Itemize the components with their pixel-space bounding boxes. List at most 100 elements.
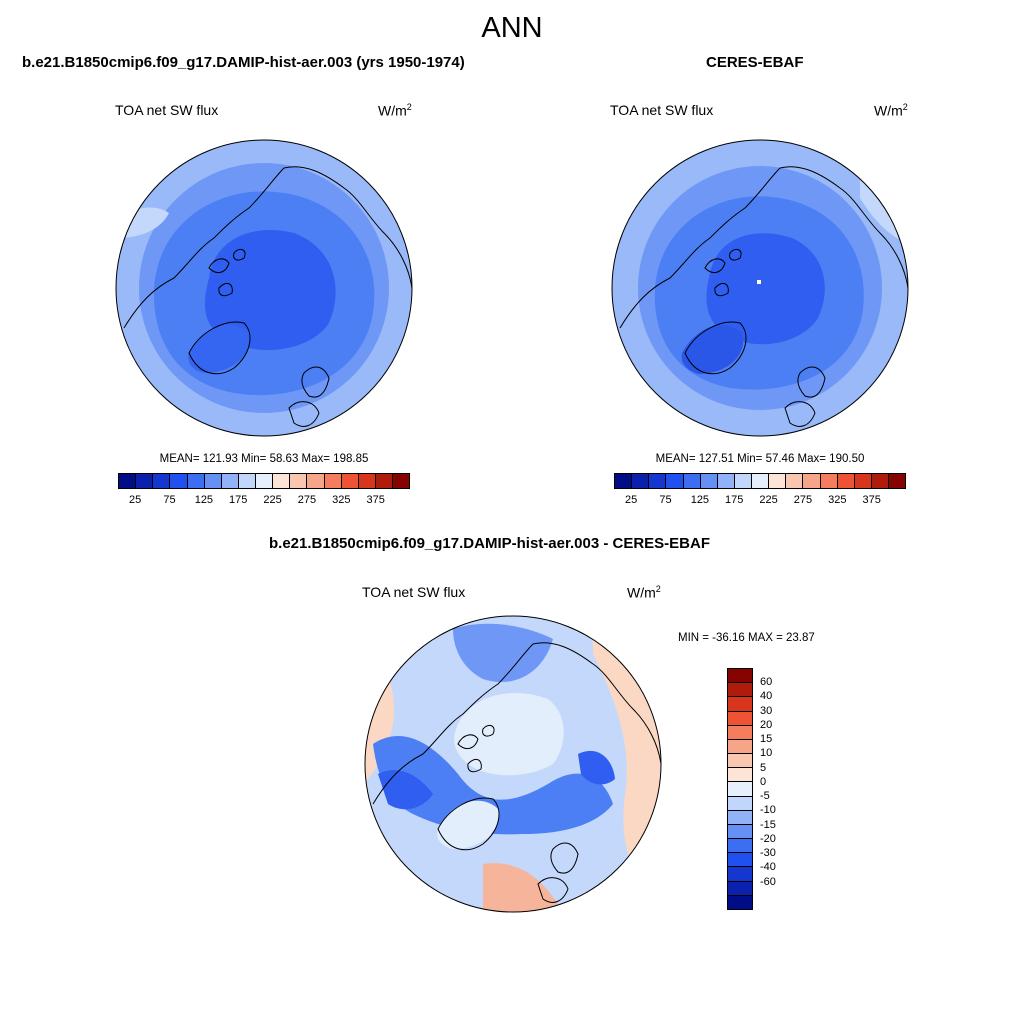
panel-1-colorbar-swatch [238,474,256,488]
panel-3-colorbar-tick-label: 5 [760,761,767,774]
panel-3-colorbar-tick-label: -40 [760,861,776,874]
panel-3-colorbar-swatch [728,881,752,896]
panel-3-colorbar-swatch [728,711,752,726]
panel-3-field-neg-core [378,770,433,810]
panel-3-unit-label: W/m2 [627,584,661,601]
panel-3-polar-map [364,615,662,913]
panel-3-colorbar-tick-label: 40 [760,690,773,703]
panel-3-unit-sup: 2 [655,584,661,594]
panel-3-variable-label: TOA net SW flux [362,584,466,600]
panel-1-colorbar-swatch [307,474,325,488]
panel-1-coast-scandinavia [301,366,330,398]
panel-1-colorbar-swatch [136,474,154,488]
panel-1-coast-greenland [188,321,251,375]
panel-2-colorbar-swatch [871,474,889,488]
panel-1-variable-label: TOA net SW flux [115,102,219,118]
panel-3-colorbar-swatch [728,867,752,882]
panel-1-colorbar-tick-label: 25 [129,494,142,506]
panel-3-colorbar-swatch [728,810,752,825]
panel-1-stats: MEAN= 121.93 Min= 58.63 Max= 198.85 [159,453,369,465]
panel-3-colorbar-swatch [728,697,752,712]
panel-3-colorbar-swatch [728,895,752,909]
panel-2-colorbar-swatch [786,474,804,488]
panel-3-unit-base: W/m [627,584,656,601]
panel-2-colorbar-swatch [854,474,872,488]
panel-2-colorbar-swatch [632,474,650,488]
panel-2-colorbar-swatch [889,474,906,488]
panel-2-stats: MEAN= 127.51 Min= 57.46 Max= 190.50 [655,453,865,465]
panel-3-colorbar-swatch [728,754,752,769]
panel-2-colorbar-tick-label: 125 [690,494,710,506]
panel-1-colorbar [118,473,410,489]
panel-2-colorbar-swatch [837,474,855,488]
panel-2-colorbar-tick-label: 25 [625,494,638,506]
panel-3-colorbar-swatch [728,739,752,755]
panel-2-coast-north-america [619,167,781,329]
panel-2-coast-europe [784,401,816,427]
panel-3-colorbar [727,668,753,910]
panel-3-colorbar-swatch [728,725,752,740]
panel-1-title: b.e21.B1850cmip6.f09_g17.DAMIP-hist-aer.… [22,54,465,71]
panel-2-colorbar-swatch [734,474,752,488]
panel-3-field-neg-band [373,735,613,835]
panel-3-coast-eurasia [532,642,661,765]
panel-2-coast-eurasia [779,166,908,289]
panel-2-colorbar [614,473,906,489]
panel-1-colorbar-tick-label: 125 [194,494,214,506]
panel-3-colorbar-tick-label: -60 [760,875,776,888]
panel-3-coast-north-america [372,643,534,805]
panel-3-colorbar-swatch [728,669,752,684]
panel-2-colorbar-tick-label: 275 [793,494,813,506]
panel-3-colorbar-tick-label: -20 [760,832,776,845]
panel-2-colorbar-tick-label: 325 [828,494,847,506]
panel-1-colorbar-swatch [221,474,239,488]
panel-1-field-greenland [188,324,250,373]
panel-3-map-border [364,615,662,913]
panel-1-coast-north-america [123,167,285,329]
panel-1-colorbar-tick-label: 275 [297,494,317,506]
panel-3-colorbar-swatch [728,683,752,698]
panel-2-coast-archipelago [704,248,742,297]
panel-1-colorbar-tick-label: 175 [229,494,248,506]
panel-3-colorbar-swatch [728,853,752,868]
panel-3-coast-scandinavia [550,842,579,874]
panel-1-colorbar-swatch [358,474,376,488]
panel-2-coast-greenland [684,321,747,375]
panel-3-field-neg-right [578,750,615,785]
panel-1-colorbar-swatch [187,474,205,488]
panel-2-unit-base: W/m [874,102,903,119]
panel-1-coast-europe [288,401,320,427]
panel-3-colorbar-tick-label: 60 [760,676,773,689]
panel-3-colorbar-swatch [728,768,752,783]
main-title: ANN [481,12,543,44]
panel-3-coast-archipelago [457,724,495,773]
panel-2-field-deep [706,233,825,345]
panel-1-colorbar-swatch [256,474,274,488]
panel-2-colorbar-tick-label: 175 [725,494,744,506]
panel-2-colorbar-swatch [649,474,667,488]
panel-3-colorbar-tick-label: 0 [760,775,767,788]
panel-2-colorbar-swatch [769,474,787,488]
panel-3-field-neg-top [453,623,553,683]
panel-2-colorbar-swatch [717,474,735,488]
panel-2-polar-map [611,139,909,437]
panel-3-field-warm-bottom [483,863,563,912]
panel-1-colorbar-tick-label: 325 [332,494,351,506]
panel-2-unit-label: W/m2 [874,102,908,119]
panel-2-title: CERES-EBAF [706,54,804,71]
panel-1-colorbar-swatch [290,474,308,488]
panel-3-coast-europe [537,877,569,903]
panel-2-colorbar-swatch [803,474,821,488]
panel-1-unit-label: W/m2 [378,102,412,119]
panel-3-field-greenland [437,800,499,849]
panel-2-colorbar-swatch [700,474,718,488]
panel-1-colorbar-tick-label: 375 [366,494,385,506]
panel-1-coast-archipelago [208,248,246,297]
panel-3-colorbar-tick-label: -15 [760,818,776,831]
panel-1-polar-map [115,139,413,437]
panel-3-stats: MIN = -36.16 MAX = 23.87 [678,632,815,644]
panel-3-colorbar-swatch [728,782,752,797]
panel-3-colorbar-tick-label: 15 [760,733,773,746]
panel-2-pole-missing [757,280,761,284]
panel-3-colorbar-tick-label: 10 [760,747,773,760]
